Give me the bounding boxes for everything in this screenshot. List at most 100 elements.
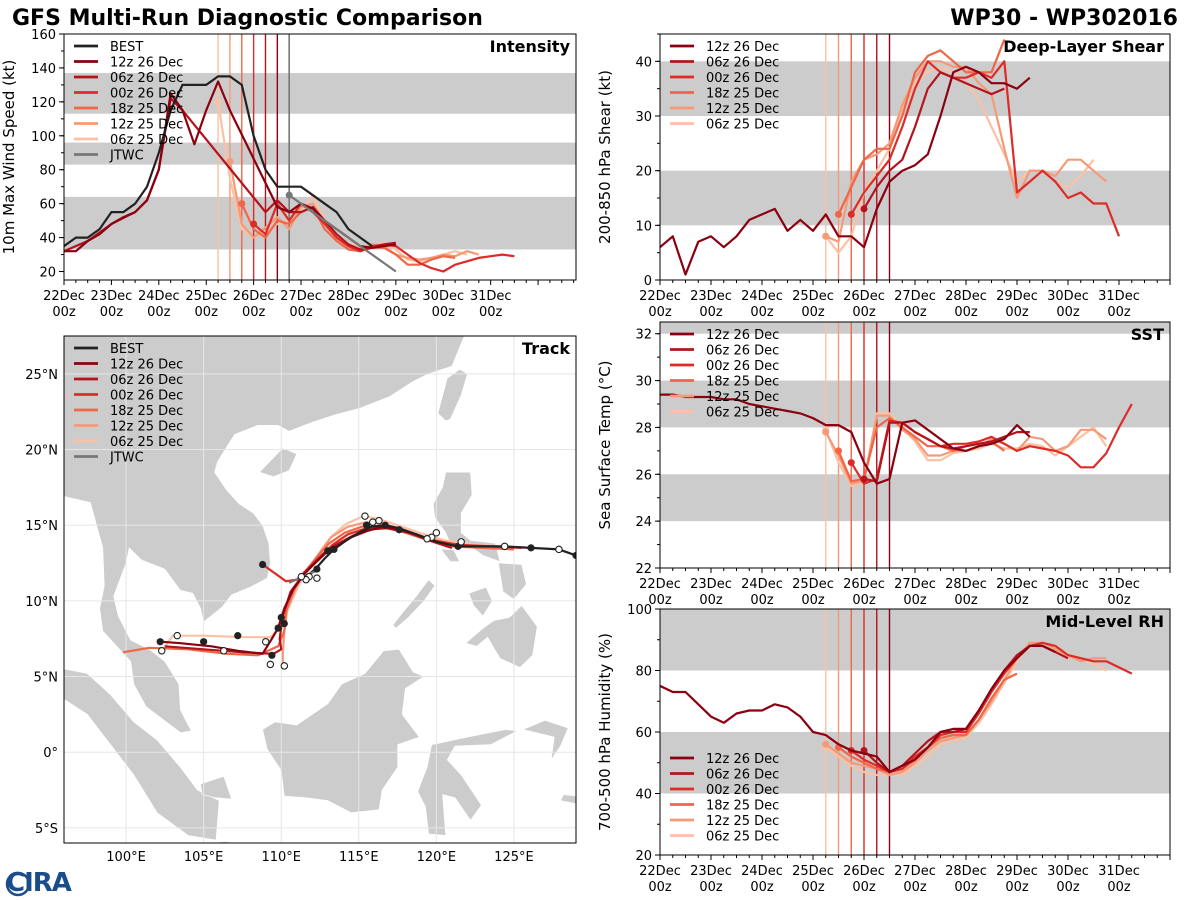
intensity-xtick-date: 24Dec <box>138 289 180 304</box>
shear-series-line <box>863 71 1005 210</box>
sst-xtick-time: 00z <box>1107 593 1131 608</box>
mindoro <box>440 549 461 562</box>
intensity-ytick-label: 120 <box>31 96 56 111</box>
sst-xtick-date: 23Dec <box>690 577 732 592</box>
luzon <box>432 471 501 562</box>
map-lat-label: 5°N <box>34 671 59 686</box>
shear-ylabel: 200-850 hPa Shear (kt) <box>596 70 614 244</box>
cira-logo: CIRA <box>6 868 72 898</box>
sst-band-0 <box>660 474 1170 522</box>
sst-xtick-date: 24Dec <box>741 577 783 592</box>
shear-series-line <box>850 60 1121 237</box>
rh-xtick-time: 00z <box>1005 880 1029 895</box>
shear-panel: 01020304022Dec00z23Dec00z24Dec00z25Dec00… <box>596 33 1171 320</box>
track-marker-open <box>423 535 431 543</box>
rh-legend-label: 06z 26 Dec <box>706 768 779 783</box>
shear-xtick-date: 25Dec <box>792 289 834 304</box>
intensity-xtick-time: 00z <box>242 305 266 320</box>
rh-legend-label: 18z 25 Dec <box>706 799 779 814</box>
track-marker-open <box>261 637 270 646</box>
intensity-xtick-date: 30Dec <box>422 289 464 304</box>
track-marker-open <box>266 660 275 669</box>
intensity-xtick-time: 00z <box>479 305 503 320</box>
rh-xtick-date: 29Dec <box>996 864 1038 879</box>
sst-xtick-date: 30Dec <box>1047 577 1089 592</box>
sst-ytick-label: 24 <box>635 515 652 530</box>
sst-xtick-date: 31Dec <box>1098 577 1140 592</box>
map-lat-label: 10°N <box>25 595 58 610</box>
track-marker-open <box>173 631 182 640</box>
rh-ytick-label: 40 <box>635 788 652 803</box>
rh-series-group <box>660 641 1133 777</box>
shear-legend-label: 06z 25 Dec <box>706 118 779 133</box>
sst-xtick-date: 29Dec <box>996 577 1038 592</box>
rh-xtick-date: 30Dec <box>1047 864 1089 879</box>
shear-ytick-label: 40 <box>635 55 652 70</box>
intensity-ytick-label: 20 <box>39 266 56 281</box>
track-marker-open <box>500 542 509 551</box>
logo-text: CIRA <box>6 868 72 898</box>
shear-ytick-label: 30 <box>635 110 652 125</box>
logo-swirl-icon <box>5 871 31 897</box>
sumatra <box>64 668 220 841</box>
sst-init-point <box>835 447 842 455</box>
track-legend-label: 06z 25 Dec <box>110 435 183 450</box>
sst-xtick-time: 00z <box>750 593 774 608</box>
mindanao <box>465 604 538 668</box>
map-lat-label: 0° <box>43 746 58 761</box>
rh-xtick-date: 24Dec <box>741 864 783 879</box>
intensity-legend-label: 12z 25 Dec <box>110 118 183 133</box>
shear-xtick-time: 00z <box>801 305 825 320</box>
track-marker-filled <box>280 619 288 628</box>
sst-series-group <box>660 393 1133 488</box>
track-marker-open <box>157 647 166 655</box>
intensity-xtick-date: 28Dec <box>328 289 370 304</box>
rh-ytick-label: 80 <box>635 665 652 680</box>
intensity-xtick-date: 27Dec <box>280 289 322 304</box>
intensity-xtick-date: 26Dec <box>233 289 275 304</box>
rh-legend-label: 12z 25 Dec <box>706 814 779 829</box>
track-marker-open <box>313 574 321 582</box>
track-marker-filled <box>277 613 285 622</box>
taiwan <box>437 368 468 422</box>
track-marker-open <box>297 572 306 581</box>
rh-xtick-time: 00z <box>954 880 978 895</box>
track-marker-open <box>375 516 383 525</box>
rh-init-point <box>822 740 830 748</box>
header-left-title: GFS Multi-Run Diagnostic Comparison <box>12 6 483 31</box>
track-frame <box>63 335 577 844</box>
intensity-xtick-time: 00z <box>384 305 408 320</box>
shear-xtick-date: 31Dec <box>1098 289 1140 304</box>
rh-xtick-time: 00z <box>750 880 774 895</box>
map-lat-label: 15°N <box>25 519 58 534</box>
rh-xtick-time: 00z <box>1107 880 1131 895</box>
track-legend-label: 12z 26 Dec <box>110 358 183 373</box>
shear-xtick-time: 00z <box>852 305 876 320</box>
shear-xtick-time: 00z <box>1107 305 1131 320</box>
intensity-jtwc-point <box>285 191 293 199</box>
track-title: Track <box>522 339 570 358</box>
track-legend-label: 12z 25 Dec <box>110 420 183 435</box>
shear-xtick-time: 00z <box>648 305 672 320</box>
sst-ytick-label: 32 <box>635 328 652 343</box>
shear-xtick-date: 24Dec <box>741 289 783 304</box>
track-marker-open <box>361 512 369 520</box>
sst-xtick-date: 28Dec <box>945 577 987 592</box>
intensity-xtick-time: 00z <box>195 305 219 320</box>
track-marker-open <box>555 545 563 554</box>
sst-ytick-label: 22 <box>635 562 652 577</box>
shear-xtick-date: 28Dec <box>945 289 987 304</box>
intensity-xtick-date: 29Dec <box>375 289 417 304</box>
intensity-band-1 <box>64 142 576 165</box>
track-marker-filled <box>381 521 389 529</box>
rh-legend-label: 12z 26 Dec <box>706 752 779 767</box>
shear-series-group <box>660 39 1121 276</box>
map-lon-label: 120°E <box>417 850 457 865</box>
track-marker-filled <box>324 547 332 555</box>
sst-xtick-time: 00z <box>648 593 672 608</box>
shear-xtick-time: 00z <box>954 305 978 320</box>
track-marker-open <box>457 538 465 546</box>
sst-xtick-time: 00z <box>852 593 876 608</box>
shear-xtick-time: 00z <box>699 305 723 320</box>
sst-xtick-time: 00z <box>1056 593 1080 608</box>
